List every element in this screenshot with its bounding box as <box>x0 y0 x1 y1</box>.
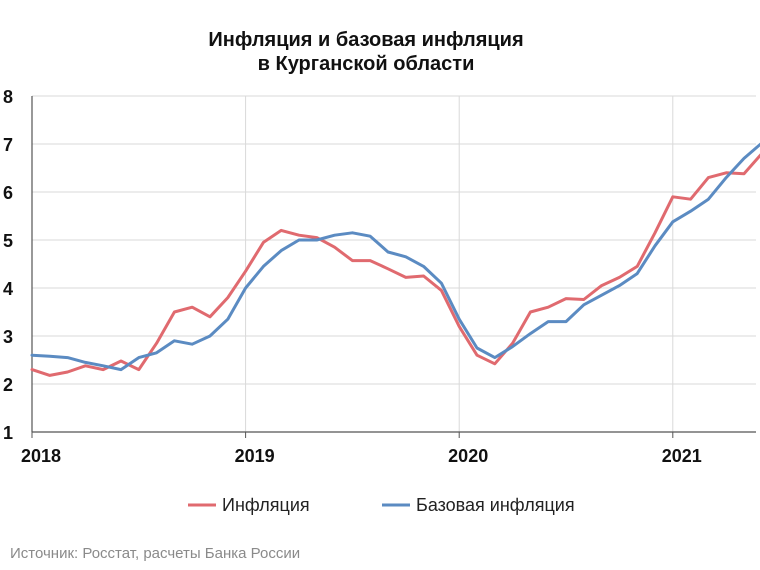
legend-label-core-inflation: Базовая инфляция <box>416 495 575 515</box>
y-tick-label: 2 <box>3 375 13 395</box>
y-tick-label: 5 <box>3 231 13 251</box>
legend: Инфляция Базовая инфляция <box>188 495 575 515</box>
chart-title-line-2: в Курганской области <box>258 53 475 75</box>
grid-layer <box>31 95 756 432</box>
plot-area: 1 2 3 4 5 6 7 8 2018 2019 2020 2021 <box>3 87 760 466</box>
x-tick-label: 2018 <box>21 446 61 466</box>
chart-title-line-1: Инфляция и базовая инфляция <box>208 29 523 51</box>
y-tick-label: 4 <box>3 279 13 299</box>
series-line-core-inflation <box>30 142 760 372</box>
x-tick-label: 2020 <box>448 446 488 466</box>
series-line-inflation <box>30 153 760 377</box>
y-tick-label: 6 <box>3 183 13 203</box>
legend-label-inflation: Инфляция <box>222 495 310 515</box>
axis-layer <box>31 96 756 438</box>
x-tick-label: 2021 <box>662 446 702 466</box>
x-tick-label: 2019 <box>235 446 275 466</box>
x-tick-layer: 2018 2019 2020 2021 <box>21 446 702 466</box>
y-tick-label: 3 <box>3 327 13 347</box>
y-tick-label: 7 <box>3 135 13 155</box>
y-tick-layer: 1 2 3 4 5 6 7 8 <box>3 87 13 443</box>
series-layer <box>30 142 760 377</box>
y-tick-label: 8 <box>3 87 13 107</box>
source-note: Источник: Росстат, расчеты Банка России <box>10 545 301 562</box>
y-tick-label: 1 <box>3 423 13 443</box>
